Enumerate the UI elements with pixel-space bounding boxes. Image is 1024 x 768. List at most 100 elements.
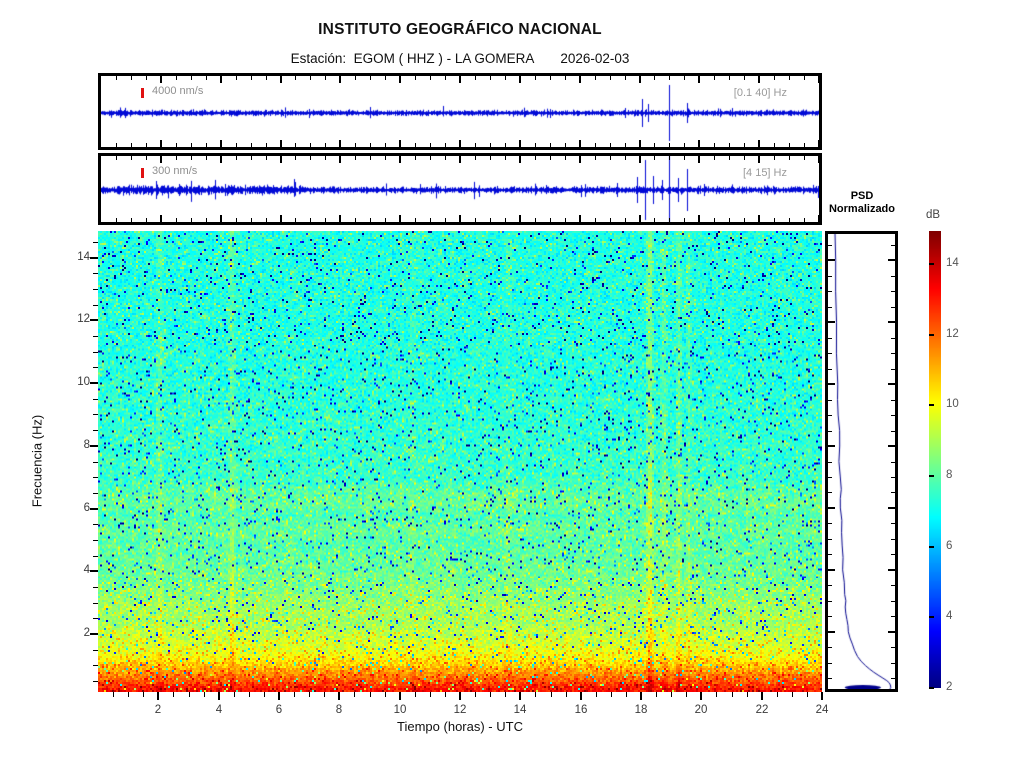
tick-mark	[888, 259, 895, 261]
tick-mark	[891, 678, 895, 679]
tick-mark	[639, 76, 641, 83]
tick-mark	[339, 140, 341, 147]
tick-mark	[891, 539, 895, 540]
tick-mark	[324, 692, 325, 697]
tick-mark	[251, 218, 252, 222]
spectrogram-heatmap	[98, 231, 822, 692]
x-tick-label: 4	[215, 704, 223, 716]
tick-mark	[475, 692, 476, 697]
tick-mark	[744, 143, 745, 147]
tick-mark	[698, 140, 700, 147]
tick-mark	[732, 692, 733, 697]
tick-mark	[774, 76, 775, 80]
tick-mark	[714, 156, 715, 160]
tick-mark	[684, 143, 685, 147]
tick-mark	[310, 156, 311, 160]
tick-mark	[505, 218, 506, 222]
x-tick-label: 20	[694, 704, 708, 716]
y-tick-label: 2	[83, 627, 90, 639]
tick-mark	[93, 242, 98, 243]
y-tick-label: 14	[77, 251, 90, 263]
colorbar-gradient	[929, 231, 941, 688]
tick-mark	[445, 76, 446, 80]
tick-mark	[625, 218, 626, 222]
tick-mark	[716, 692, 717, 697]
tick-mark	[888, 569, 895, 571]
tick-mark	[128, 692, 129, 697]
tick-mark	[490, 218, 491, 222]
tick-mark	[519, 76, 521, 83]
tick-mark	[828, 539, 832, 540]
tick-mark	[747, 692, 748, 697]
tick-mark	[828, 400, 832, 401]
tick-mark	[828, 445, 835, 447]
tick-mark	[828, 523, 832, 524]
tick-mark	[445, 156, 446, 160]
tick-mark	[774, 143, 775, 147]
tick-mark	[370, 218, 371, 222]
tick-mark	[669, 218, 670, 222]
tick-mark	[93, 273, 98, 274]
tick-mark	[596, 692, 597, 697]
tick-mark	[891, 353, 895, 354]
tick-mark	[828, 369, 832, 370]
tick-mark	[113, 692, 114, 697]
tick-mark	[399, 140, 401, 147]
tick-mark	[93, 650, 98, 651]
tick-mark	[445, 143, 446, 147]
spectrogram-canvas	[98, 231, 822, 692]
tick-mark	[595, 156, 596, 160]
tick-mark	[459, 140, 461, 147]
tick-mark	[93, 618, 98, 619]
figure-title: INSTITUTO GEOGRÁFICO NACIONAL	[318, 21, 602, 38]
tick-mark	[251, 76, 252, 80]
tick-mark	[828, 631, 835, 633]
tick-mark	[505, 692, 506, 697]
tick-mark	[490, 692, 491, 697]
tick-mark	[888, 321, 895, 323]
tick-mark	[828, 321, 835, 323]
tick-mark	[565, 218, 566, 222]
tick-mark	[505, 156, 506, 160]
tick-mark	[828, 245, 832, 246]
colorbar-tick-label: 14	[946, 257, 959, 269]
tick-mark	[430, 76, 431, 80]
tick-mark	[116, 218, 117, 222]
tick-mark	[891, 585, 895, 586]
tick-mark	[828, 601, 832, 602]
tick-mark	[251, 156, 252, 160]
tick-mark	[828, 415, 832, 416]
tick-mark	[929, 687, 934, 689]
tick-mark	[131, 76, 132, 80]
tick-mark	[278, 692, 280, 700]
tick-mark	[684, 76, 685, 80]
tick-mark	[828, 276, 832, 277]
tick-mark	[891, 663, 895, 664]
tick-mark	[204, 692, 205, 697]
tick-mark	[338, 692, 340, 700]
tick-mark	[206, 76, 207, 80]
tick-mark	[519, 156, 521, 163]
tick-mark	[385, 218, 386, 222]
filter-band-label: [0.1 40] Hz	[733, 87, 787, 99]
amplitude-scale-marker	[141, 168, 144, 178]
tick-mark	[206, 218, 207, 222]
tick-mark	[551, 692, 552, 697]
tick-mark	[206, 156, 207, 160]
tick-mark	[579, 140, 581, 147]
tick-mark	[266, 76, 267, 80]
tick-mark	[415, 156, 416, 160]
tick-mark	[929, 475, 934, 477]
tick-mark	[220, 215, 222, 222]
tick-mark	[669, 76, 670, 80]
tick-mark	[535, 76, 536, 80]
x-tick-label: 14	[513, 704, 527, 716]
tick-mark	[206, 143, 207, 147]
x-tick-label: 6	[275, 704, 283, 716]
tick-mark	[929, 263, 934, 265]
tick-mark	[160, 215, 162, 222]
tick-mark	[654, 156, 655, 160]
tick-mark	[744, 156, 745, 160]
tick-mark	[131, 143, 132, 147]
tick-mark	[490, 76, 491, 80]
